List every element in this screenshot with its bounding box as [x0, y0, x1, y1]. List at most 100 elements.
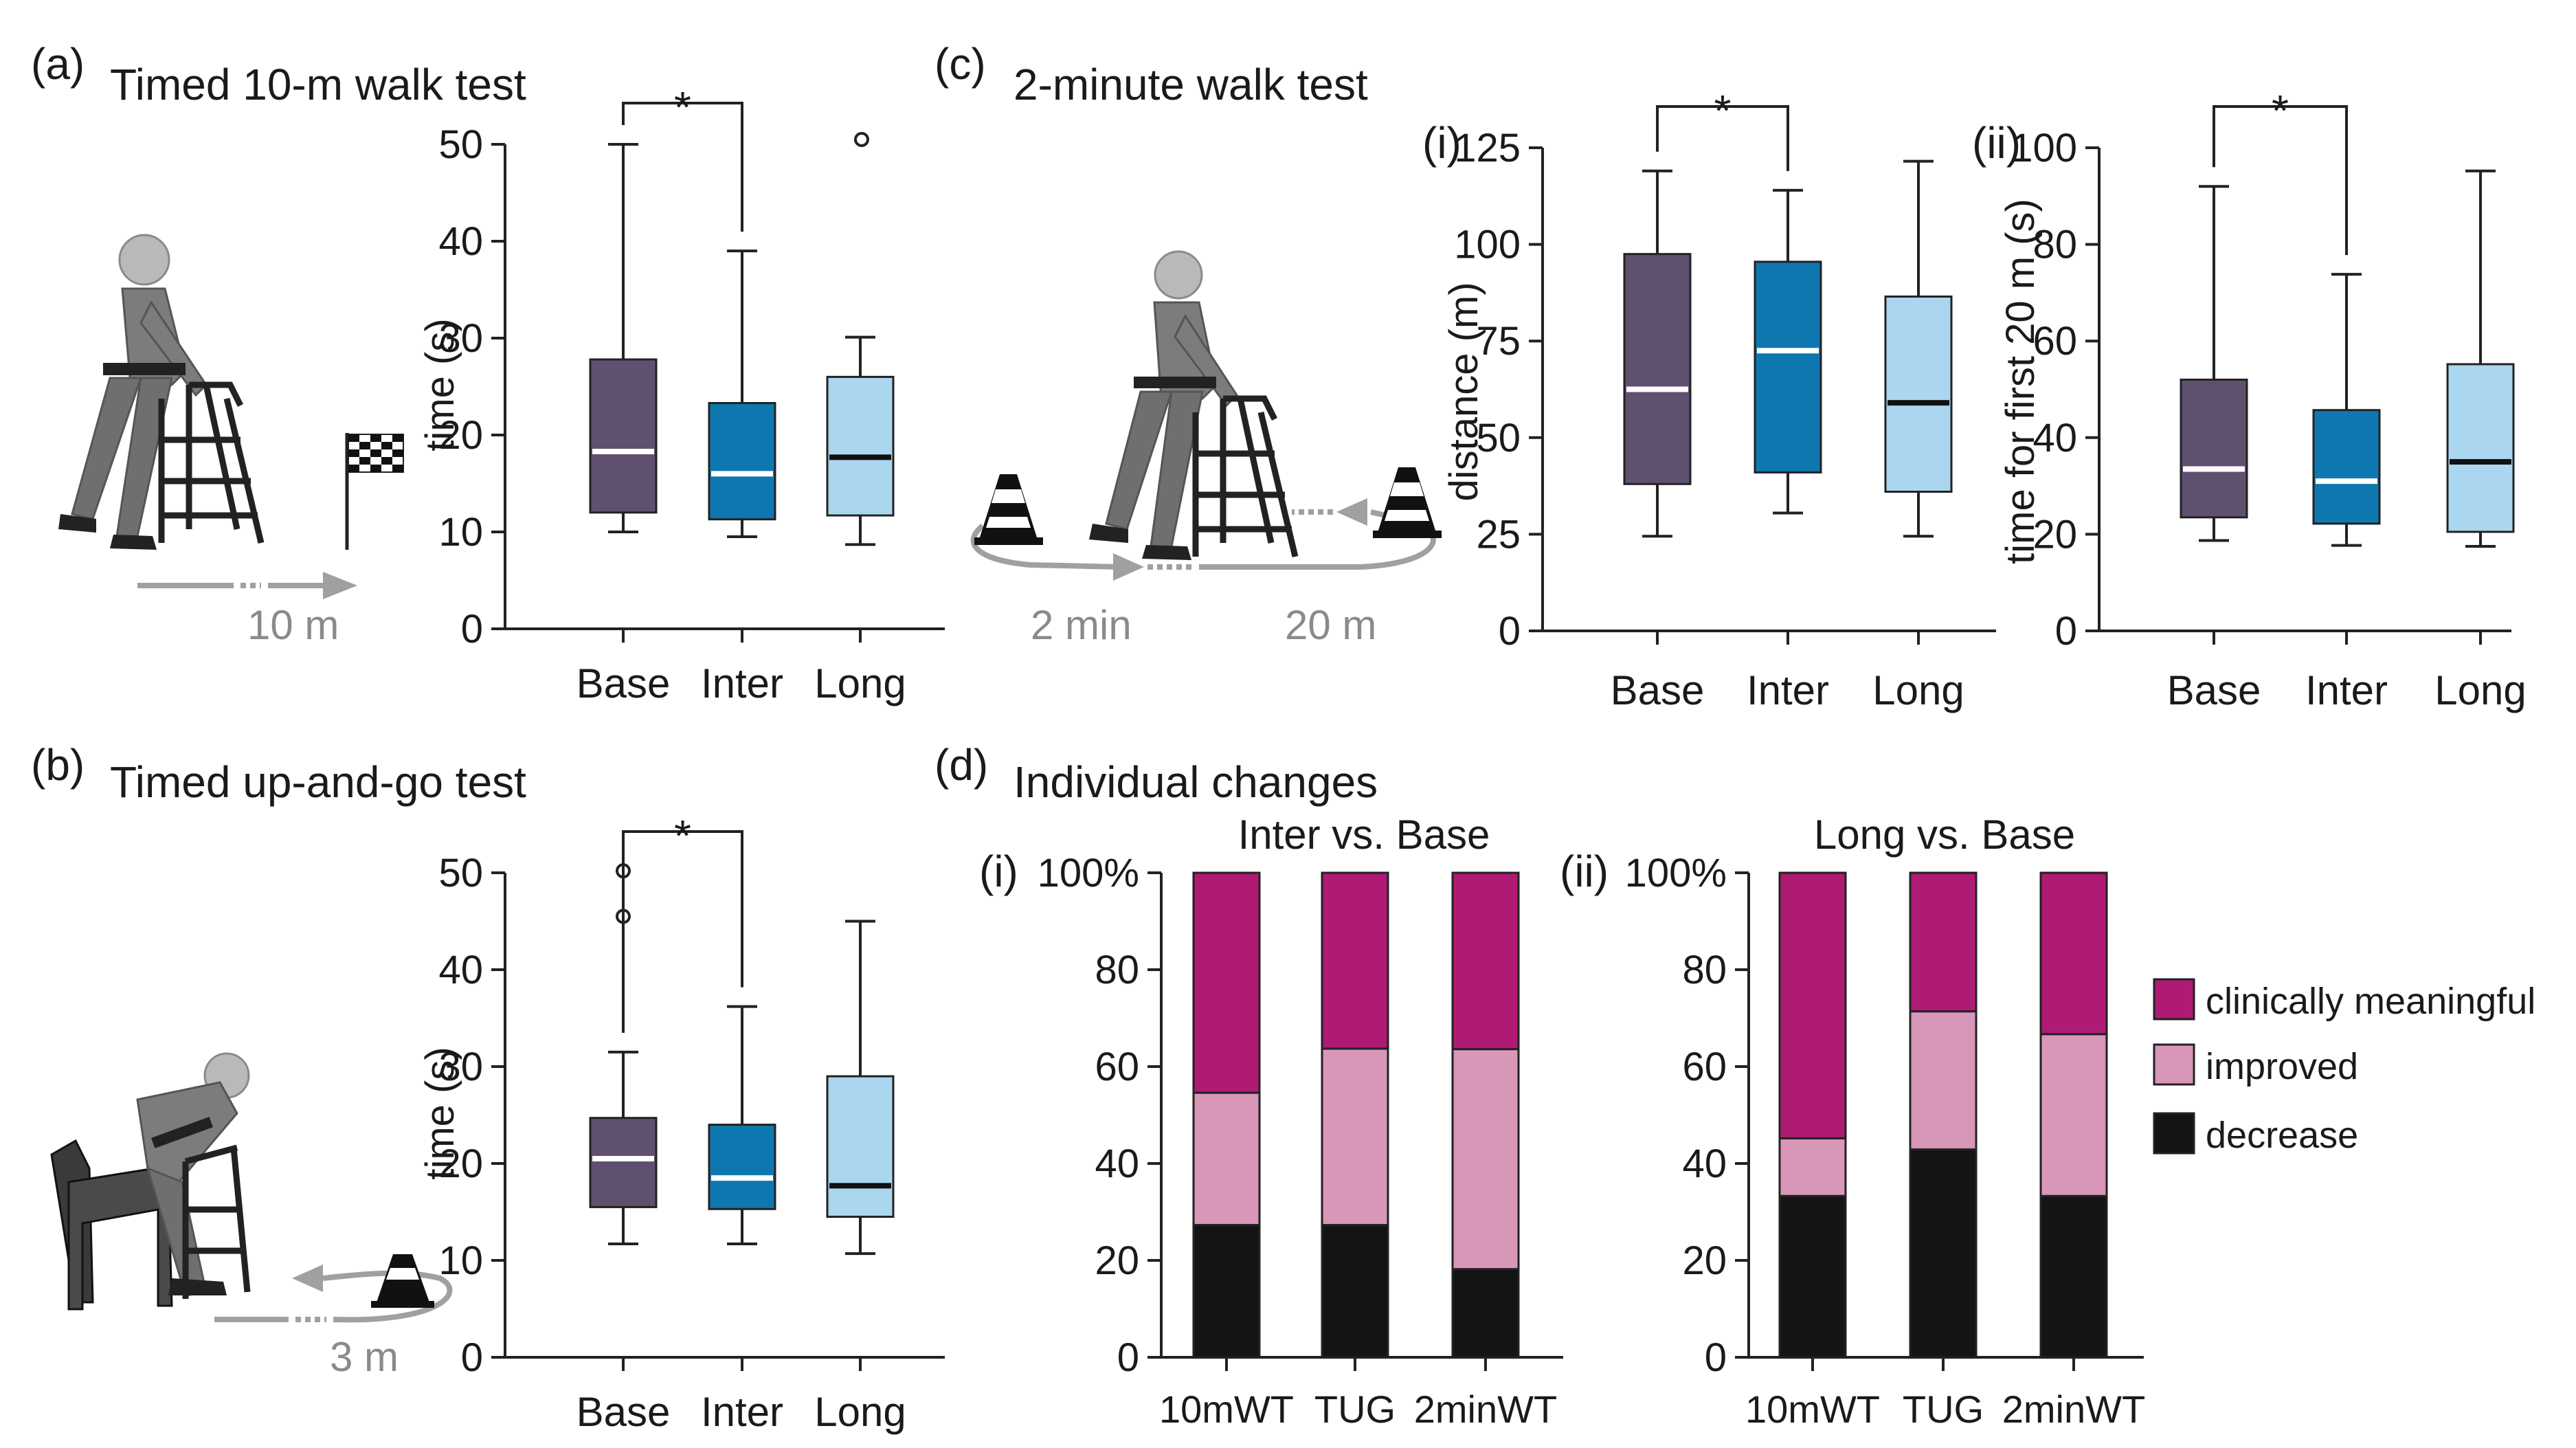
- y-tick-label: 10: [438, 1238, 483, 1283]
- y-tick-label: 0: [461, 1335, 483, 1380]
- x-tick-label: Long: [814, 1389, 906, 1435]
- x-tick-label: 10mWT: [1745, 1388, 1880, 1431]
- y-tick-label: 40: [2032, 416, 2077, 460]
- y-axis-label: distance (m): [1442, 282, 1486, 501]
- panel-c-letter: (c): [934, 39, 986, 89]
- walker-person-illustration-a: [58, 234, 357, 599]
- x-tick-label: 2minWT: [2002, 1388, 2145, 1431]
- bar-segment-improved: [1451, 1048, 1520, 1271]
- y-tick-label: 60: [1095, 1045, 1139, 1089]
- bar-segment-decrease: [2039, 1194, 2108, 1359]
- legend-label-decrease: decrease: [2206, 1115, 2358, 1156]
- box-inter: [708, 401, 776, 521]
- x-tick-label: Base: [576, 1389, 671, 1435]
- y-tick-label: 0: [1499, 609, 1521, 654]
- box-base: [589, 358, 658, 514]
- x-tick-label: Inter: [2305, 667, 2388, 713]
- y-tick-label: 50: [438, 851, 483, 895]
- x-tick-label: TUG: [1314, 1388, 1396, 1431]
- x-tick-label: Inter: [1747, 667, 1829, 713]
- x-tick-label: 2minWT: [1414, 1388, 1557, 1431]
- legend-swatch-improved: [2153, 1043, 2195, 1086]
- panel-a-letter: (a): [31, 39, 85, 89]
- panel-c-title: 2-minute walk test: [1013, 60, 1368, 109]
- y-tick-label: 20: [1095, 1238, 1139, 1283]
- y-tick-label: 100: [1454, 223, 1521, 267]
- y-tick-label: 50: [438, 122, 483, 167]
- panel-d-sub-i: (i): [979, 847, 1018, 896]
- y-axis-label: time (s): [418, 1047, 462, 1179]
- y-tick-label: 20: [1682, 1238, 1727, 1283]
- panel-d-letter: (d): [934, 740, 988, 790]
- chart-title: Inter vs. Base: [1238, 812, 1490, 858]
- sit-to-stand-illustration-b: [50, 1052, 453, 1323]
- y-tick-label: 0: [461, 607, 483, 651]
- panel-c-sub-i: (i): [1422, 118, 1461, 168]
- legend: clinically meaningful improved decrease: [2153, 978, 2535, 1156]
- y-axis-label: time for first 20 m (s): [1998, 199, 2043, 564]
- x-tick-label: Inter: [701, 1389, 783, 1435]
- bar-segment-improved: [1778, 1137, 1847, 1197]
- bar-segment-decrease: [1909, 1148, 1978, 1359]
- box-base: [2180, 378, 2248, 519]
- panel-c-sub-ii: (ii): [1972, 118, 2021, 168]
- bar-segment-clinically-meaningful: [1451, 871, 1520, 1051]
- y-tick-label: 100%: [1038, 851, 1139, 895]
- bar-segment-decrease: [1192, 1224, 1261, 1359]
- traffic-cone-right-icon: [1373, 467, 1442, 538]
- x-tick-label: Inter: [701, 660, 783, 706]
- x-tick-label: Long: [1872, 667, 1964, 713]
- y-tick-label: 40: [1095, 1141, 1139, 1186]
- panel-d-title: Individual changes: [1013, 757, 1378, 807]
- bar-segment-clinically-meaningful: [1192, 871, 1261, 1094]
- distance-label-c: 20 m: [1285, 602, 1376, 648]
- x-tick-label: Base: [1611, 667, 1705, 713]
- y-tick-label: 0: [1117, 1335, 1139, 1380]
- bar-segment-improved: [1321, 1047, 1389, 1227]
- box-long: [826, 1075, 895, 1218]
- y-tick-label: 100: [2011, 126, 2077, 170]
- bar-segment-decrease: [1321, 1224, 1389, 1359]
- bar-segment-clinically-meaningful: [1778, 871, 1847, 1139]
- x-tick-label: Long: [2434, 667, 2526, 713]
- y-tick-label: 20: [438, 1141, 483, 1186]
- y-tick-label: 20: [438, 413, 483, 458]
- y-tick-label: 60: [2032, 319, 2077, 364]
- box-inter: [1754, 260, 1822, 474]
- bar-segment-improved: [2039, 1033, 2108, 1197]
- chart-d-i-inter-vs-base: 0 20 40 60 80 100% Inter vs. Base 10mWT TUG 2minW…: [1038, 812, 1563, 1431]
- x-tick-label: TUG: [1903, 1388, 1984, 1431]
- outlier-point: [854, 131, 869, 147]
- distance-label-b: 3 m: [330, 1334, 399, 1380]
- significance-star: *: [674, 811, 691, 860]
- x-tick-label: 10mWT: [1159, 1388, 1294, 1431]
- y-tick-label: 80: [1682, 948, 1727, 992]
- y-tick-label: 80: [2032, 223, 2077, 267]
- chart-c-ii-time-first-20m: 0 20 40 60 80 100 time for first 20 m (s) Base I…: [1998, 86, 2527, 713]
- y-tick-label: 0: [2055, 609, 2077, 654]
- panel-b-letter: (b): [31, 740, 85, 790]
- y-axis-label: time (s): [418, 318, 462, 451]
- y-tick-label: 125: [1454, 126, 1521, 170]
- box-long: [826, 375, 895, 517]
- significance-bracket: [2213, 105, 2348, 256]
- y-tick-label: 10: [438, 510, 483, 555]
- legend-label-improved: improved: [2206, 1046, 2358, 1087]
- y-tick-label: 50: [1476, 416, 1521, 460]
- significance-bracket: [622, 102, 743, 232]
- box-inter: [708, 1124, 776, 1210]
- y-tick-label: 60: [1682, 1045, 1727, 1089]
- two-minute-walk-illustration-c: [970, 250, 1436, 581]
- chart-c-i-distance: 0 25 50 75 100 125 distance (m) Base Inter Long *: [1442, 86, 1996, 713]
- panel-d-sub-ii: (ii): [1560, 847, 1609, 896]
- box-base: [589, 1117, 658, 1208]
- traffic-cone-icon: [371, 1254, 434, 1308]
- bar-segment-decrease: [1778, 1194, 1847, 1359]
- y-tick-label: 40: [1682, 1141, 1727, 1186]
- bar-segment-clinically-meaningful: [1321, 871, 1389, 1050]
- panel-a-title: Timed 10-m walk test: [110, 60, 526, 109]
- x-tick-label: Base: [2167, 667, 2261, 713]
- chart-a-timed-10m-walk: 0 10 20 30 40 50 time (s) Base Inter Long *: [418, 82, 945, 706]
- distance-label-a: 10 m: [247, 602, 339, 648]
